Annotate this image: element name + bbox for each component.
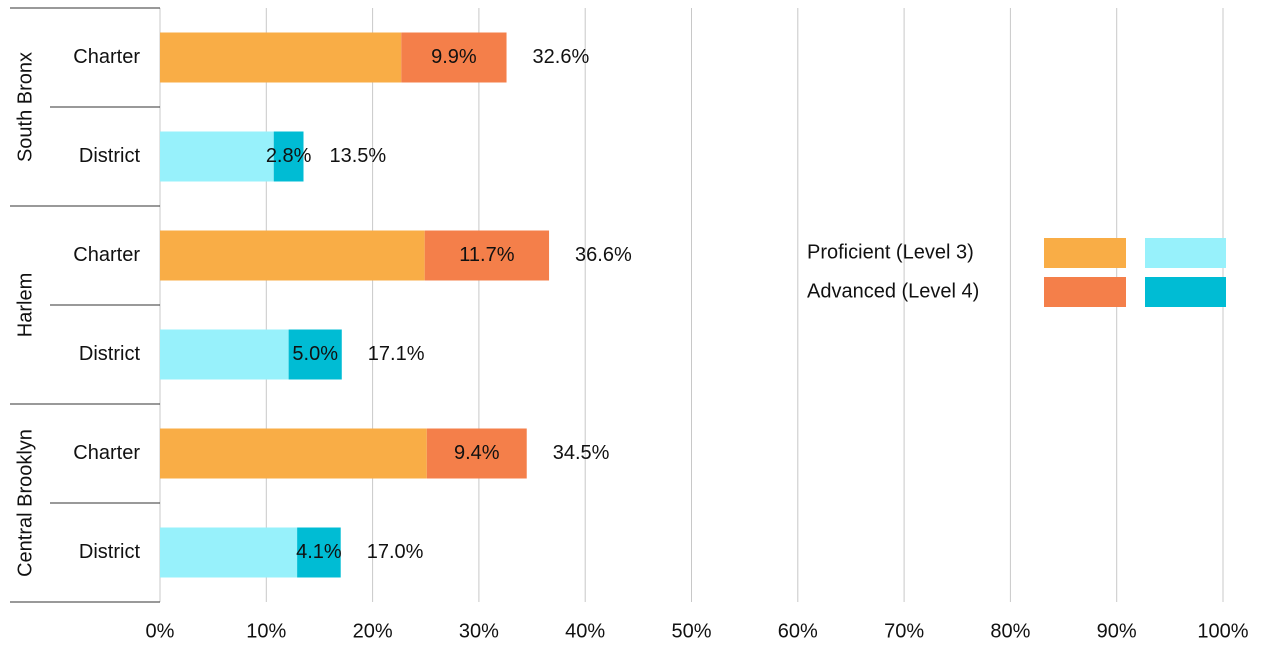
legend-swatch xyxy=(1044,277,1126,307)
segment-label: 5.0% xyxy=(292,343,338,365)
y-tick-label: Charter xyxy=(73,442,140,464)
total-label: 13.5% xyxy=(330,145,387,167)
x-tick-label: 50% xyxy=(671,620,711,642)
bar-segment xyxy=(160,131,274,182)
y-tick-label: District xyxy=(79,541,141,563)
bar-segment xyxy=(160,32,402,83)
x-tick-label: 40% xyxy=(565,620,605,642)
total-label: 17.1% xyxy=(368,343,425,365)
segment-label: 9.4% xyxy=(454,442,500,464)
x-tick-label: 0% xyxy=(146,620,175,642)
y-tick-label: Charter xyxy=(73,244,140,266)
x-tick-label: 90% xyxy=(1097,620,1137,642)
legend-swatch xyxy=(1145,277,1226,307)
bar-segment xyxy=(273,131,304,182)
x-tick-label: 60% xyxy=(778,620,818,642)
x-tick-label: 30% xyxy=(459,620,499,642)
x-tick-label: 10% xyxy=(246,620,286,642)
bar-segment xyxy=(424,230,550,281)
x-tick-label: 80% xyxy=(990,620,1030,642)
segment-label: 9.9% xyxy=(431,46,477,68)
x-tick-label: 70% xyxy=(884,620,924,642)
segment-label: 4.1% xyxy=(296,541,342,563)
bar-segment xyxy=(297,527,341,578)
bar-segment xyxy=(288,329,342,380)
legend-swatch xyxy=(1044,238,1126,268)
x-tick-label: 100% xyxy=(1197,620,1248,642)
segment-label: 2.8% xyxy=(266,145,312,167)
legend-label: Advanced (Level 4) xyxy=(807,280,979,302)
group-label: Harlem xyxy=(14,273,36,337)
segment-label: 11.7% xyxy=(459,244,514,266)
group-label: Central Brooklyn xyxy=(14,429,36,577)
bar-segment xyxy=(426,428,527,479)
bar-segment xyxy=(160,230,425,281)
y-tick-label: District xyxy=(79,343,141,365)
bar-segment xyxy=(401,32,507,83)
y-tick-label: Charter xyxy=(73,46,140,68)
total-label: 36.6% xyxy=(575,244,632,266)
legend-label: Proficient (Level 3) xyxy=(807,241,974,263)
x-tick-label: 20% xyxy=(353,620,393,642)
legend-swatch xyxy=(1145,238,1226,268)
bar-segment xyxy=(160,428,427,479)
total-label: 34.5% xyxy=(553,442,610,464)
total-label: 32.6% xyxy=(533,46,590,68)
bar-segment xyxy=(160,527,298,578)
group-label: South Bronx xyxy=(14,52,36,162)
bar-segment xyxy=(160,329,289,380)
total-label: 17.0% xyxy=(367,541,424,563)
y-tick-label: District xyxy=(79,145,141,167)
